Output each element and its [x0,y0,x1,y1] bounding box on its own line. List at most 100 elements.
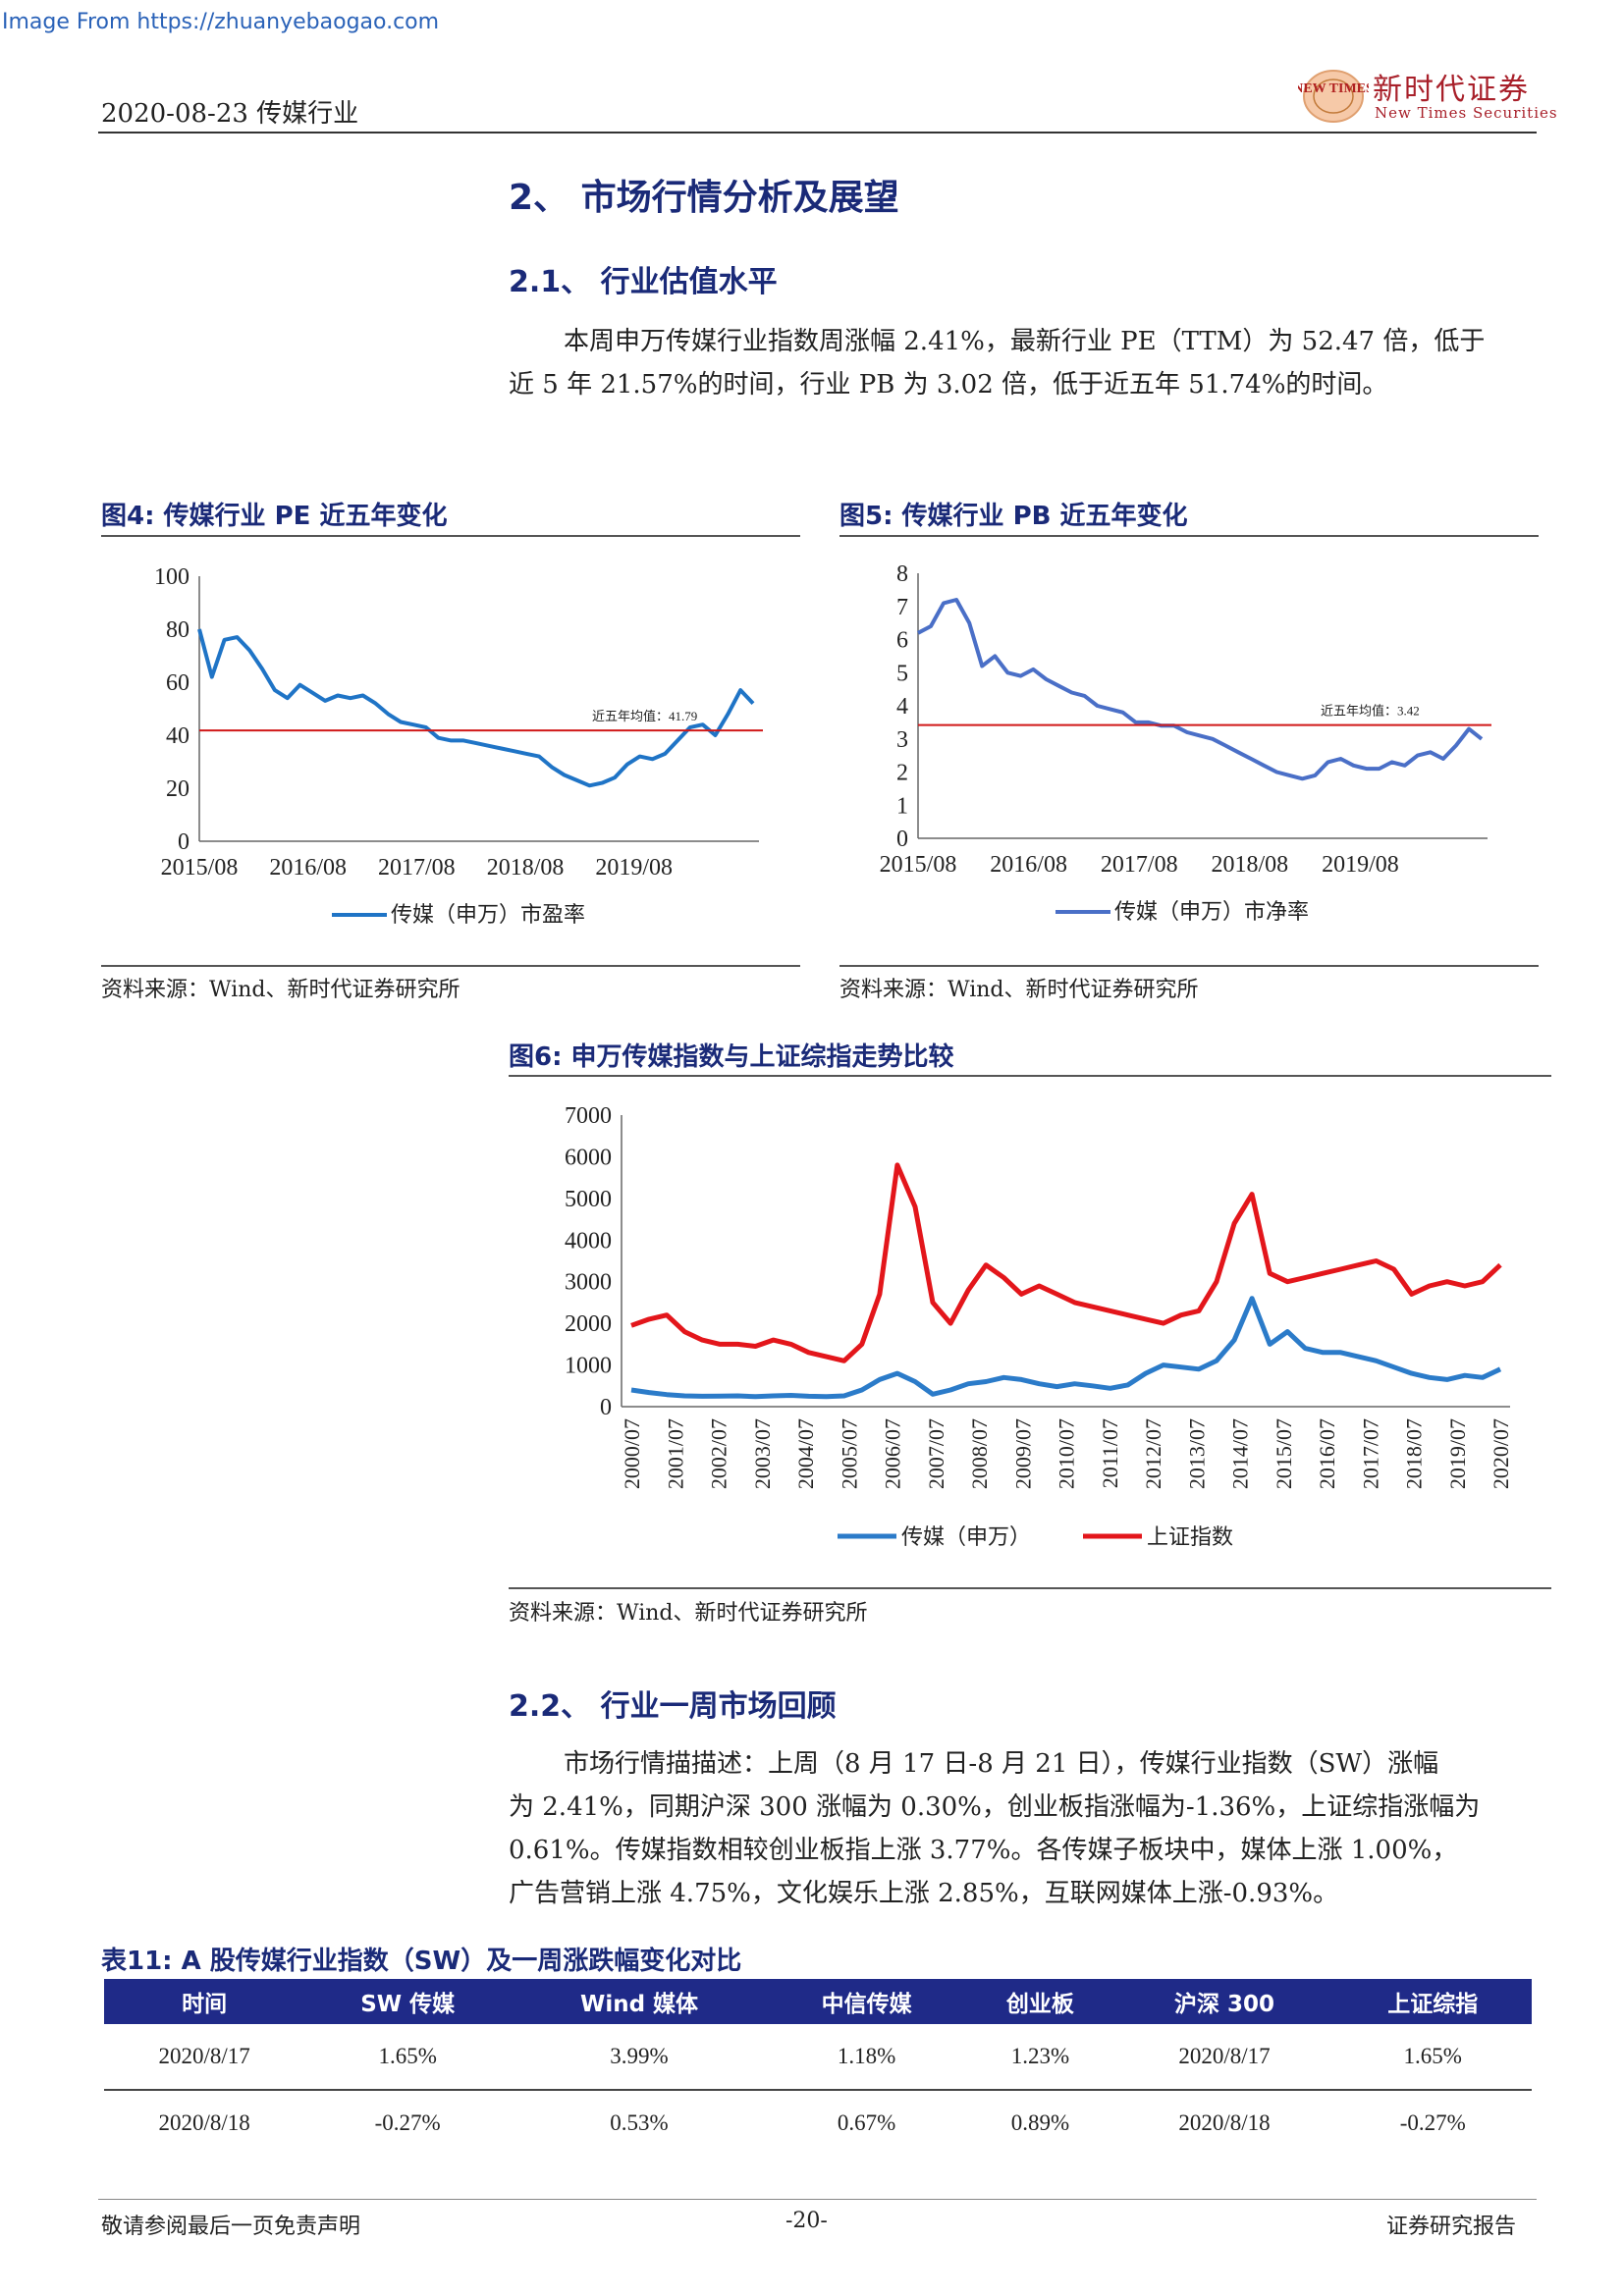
table-cell: 2020/8/18 [158,2110,250,2135]
y-tick-label: 6000 [565,1145,612,1170]
x-tick-label: 2018/08 [1212,852,1289,878]
paragraph-line: 为 2.41%，同期沪深 300 涨幅为 0.30%，创业板指涨幅为-1.36%… [509,1792,1481,1822]
footer-disclaimer: 敬请参阅最后一页免责声明 [101,2215,361,2239]
table-cell: 0.53% [610,2110,669,2135]
y-tick-label: 6 [896,628,908,654]
figure-4-title: 图4: 传媒行业 PE 近五年变化 [101,502,448,531]
paragraph-line: 广告营销上涨 4.75%，文化娱乐上涨 2.85%，互联网媒体上涨-0.93%。 [509,1879,1339,1908]
table-cell: 1.18% [767,2024,966,2091]
paragraph-line: 0.61%。传媒指数相较创业板指上涨 3.77%。各传媒子板块中，媒体上涨 1.… [509,1836,1458,1865]
x-tick-label: 2018/08 [487,855,565,881]
y-tick-label: 20 [166,776,189,802]
y-tick-label: 1000 [565,1354,612,1379]
y-tick-label: 0 [600,1395,612,1420]
footer-rule [98,2199,1537,2200]
logo-company-name: 新时代证券 [1373,73,1530,107]
figure-5-title: 图5: 传媒行业 PB 近五年变化 [839,502,1188,531]
figure-5-chart: 0 1 2 3 4 5 6 7 8 2015/08 2016/08 2017/08 2018/08 201… [880,561,1491,924]
table-header-cell: 上证综指 [1333,1979,1532,2024]
y-tick-label: 7 [896,595,908,620]
x-tick-label: 2017/08 [1101,852,1178,878]
table-row: 2020/8/18 -0.27% 0.53% 0.67% 0.89% 2020/… [104,2090,1532,2156]
table-11-title: 表11: A 股传媒行业指数（SW）及一周涨跌幅变化对比 [101,1947,742,1976]
legend-label: 传媒（申万） [901,1524,1031,1549]
x-tick-label: 2010/07 [1055,1418,1079,1489]
figure-5-bottom-rule [839,965,1539,967]
paragraph-valuation: 本周申万传媒行业指数周涨幅 2.41%，最新行业 PE（TTM）为 52.47 … [509,320,1540,406]
logo-mark-text: NEW TIMES [1298,81,1369,96]
paragraph-line: 近 5 年 21.57%的时间，行业 PB 为 3.02 倍，低于近五年 51.… [509,370,1388,400]
table-cell: 1.65% [304,2024,512,2091]
table-header-cell: 中信传媒 [767,1979,966,2024]
figure-5-top-rule [839,535,1539,537]
paragraph-line: 本周申万传媒行业指数周涨幅 2.41%，最新行业 PE（TTM）为 52.47 … [564,327,1486,356]
x-tick-label: 2002/07 [707,1418,731,1489]
figure-6-chart: 0 1000 2000 3000 4000 5000 6000 7000 2000/07 2001… [565,1103,1513,1549]
table-cell: 2020/8/17 [104,2024,305,2091]
table-11: 时间 SW 传媒 Wind 媒体 中信传媒 创业板 沪深 300 上证综指 20… [104,1979,1532,2156]
figure-5-source: 资料来源：Wind、新时代证券研究所 [839,978,1199,1002]
y-tick-label: 3 [896,727,908,753]
y-tick-label: 80 [166,617,189,643]
x-tick-label: 2015/08 [161,855,239,881]
y-tick-label: 3000 [565,1270,612,1296]
figure-6-title: 图6: 申万传媒指数与上证综指走势比较 [509,1042,954,1072]
table-cell: -0.27% [1399,2110,1466,2135]
y-tick-label: 40 [166,723,189,749]
average-label: 近五年均值：41.79 [592,709,697,723]
x-tick-label: 2016/08 [990,852,1067,878]
average-label: 近五年均值：3.42 [1321,704,1420,719]
figure-4-bottom-rule [101,965,800,967]
subsection-title-2-1: 2.1、 行业估值水平 [509,265,778,299]
y-tick-label: 2 [896,761,908,786]
x-tick-label: 2003/07 [750,1418,775,1489]
x-tick-label: 2016/07 [1315,1418,1339,1489]
table-cell: 0.67% [837,2110,896,2135]
y-tick-label: 5000 [565,1187,612,1212]
footer-report-type: 证券研究报告 [1386,2215,1517,2239]
table-cell: 2020/8/17 [1114,2024,1334,2091]
figure-6-top-rule [509,1075,1551,1077]
table-cell: 1.65% [1333,2024,1532,2091]
table-header-cell: SW 传媒 [304,1979,512,2024]
x-tick-label: 2004/07 [793,1418,818,1489]
legend-label: 传媒（申万）市净率 [1114,899,1309,924]
figure-6-bottom-rule [509,1587,1551,1589]
x-tick-label: 2019/08 [1322,852,1399,878]
figure-6-source: 资料来源：Wind、新时代证券研究所 [509,1601,868,1626]
table-cell: 2020/8/18 [1178,2110,1271,2135]
x-tick-label: 2017/07 [1358,1418,1382,1489]
figure-4-source: 资料来源：Wind、新时代证券研究所 [101,978,460,1002]
x-tick-label: 2009/07 [1010,1418,1035,1489]
series-line [917,598,1484,781]
x-tick-label: 2001/07 [663,1418,687,1489]
paragraph-line: 市场行情描描述：上周（8 月 17 日-8 月 21 日），传媒行业指数（SW）… [564,1749,1439,1779]
y-tick-label: 5 [896,661,908,686]
series-line [197,628,755,788]
x-tick-label: 2008/07 [967,1418,992,1489]
watermark: Image From https://zhuanyebaogao.com [2,10,440,34]
x-tick-label: 2015/07 [1272,1418,1296,1489]
table-header-cell: 创业板 [965,1979,1115,2024]
logo-company-name-en: New Times Securities [1375,104,1558,122]
x-tick-label: 2005/07 [837,1418,861,1489]
figure-4-top-rule [101,535,800,537]
header-date-industry: 2020-08-23 传媒行业 [101,99,359,129]
x-tick-label: 2020/07 [1489,1418,1513,1489]
table-cell: 1.23% [965,2024,1115,2091]
x-tick-label: 2016/08 [269,855,347,881]
y-tick-label: 2000 [565,1311,612,1337]
table-header-cell: Wind 媒体 [511,1979,768,2024]
x-tick-label: 2000/07 [620,1418,644,1489]
table-cell: -0.27% [374,2110,441,2135]
y-tick-label: 8 [896,561,908,587]
x-tick-label: 2013/07 [1184,1418,1209,1489]
x-tick-label: 2019/08 [595,855,673,881]
x-tick-label: 2014/07 [1228,1418,1253,1489]
y-tick-label: 60 [166,670,189,696]
figure-4-chart: 0 20 40 60 80 100 2015/08 2016/08 2017/08 2018/08… [154,564,763,927]
series-line [630,1162,1502,1363]
y-tick-label: 1 [896,793,908,819]
paragraph-market-review: 市场行情描描述：上周（8 月 17 日-8 月 21 日），传媒行业指数（SW）… [509,1742,1540,1915]
header-rule [98,132,1537,133]
